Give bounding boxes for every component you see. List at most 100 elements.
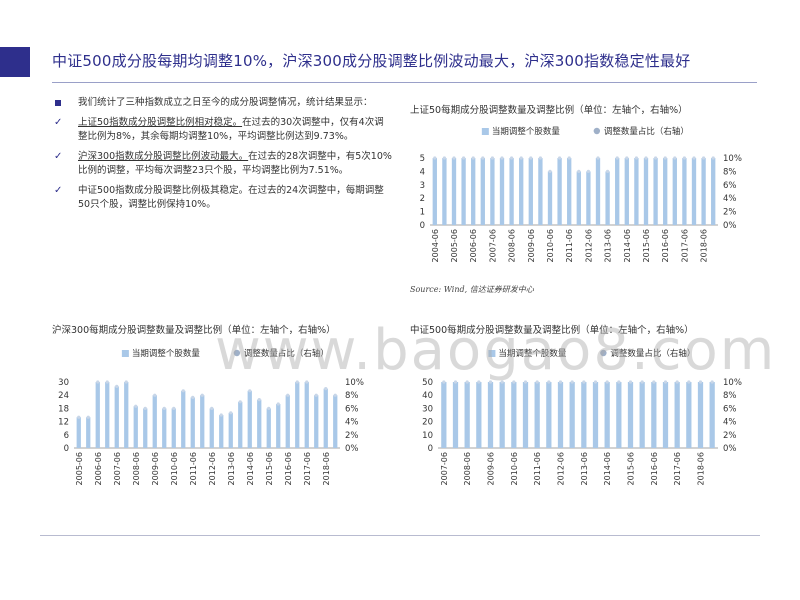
ratio-marker xyxy=(488,380,493,384)
ratio-marker xyxy=(673,156,677,160)
ratio-marker xyxy=(523,380,528,384)
ratio-marker xyxy=(77,415,81,419)
bar xyxy=(691,158,697,225)
ratio-marker xyxy=(710,380,714,384)
ratio-marker xyxy=(295,380,299,384)
ratio-marker xyxy=(500,380,504,384)
y-tick-label: 0 xyxy=(420,221,425,231)
legend-swatch-count xyxy=(481,128,489,135)
chart-title-zz500: 中证500每期成分股调整数量及调整比例（单位：左轴个，右轴%） xyxy=(410,325,694,336)
bar xyxy=(171,408,176,448)
x-tick-label: 2016-06 xyxy=(650,452,659,485)
bar xyxy=(105,382,110,448)
ratio-marker xyxy=(711,156,715,160)
y2-tick-label: 4% xyxy=(723,194,737,204)
bar xyxy=(190,397,195,448)
x-tick-label: 2017-06 xyxy=(680,229,689,262)
ratio-marker xyxy=(442,380,446,384)
y-tick-label: 30 xyxy=(58,378,69,388)
bar xyxy=(209,408,214,448)
bar xyxy=(238,401,243,448)
legend-swatch-ratio xyxy=(593,127,601,135)
bar xyxy=(133,406,138,448)
ratio-marker xyxy=(124,380,128,384)
legend-swatch-count xyxy=(121,350,129,357)
x-tick-label: 2013-06 xyxy=(580,452,589,485)
y-tick-label: 30 xyxy=(422,404,433,414)
bullet-hs300: ✓ 沪深300指数成分股调整比例波动最大。在过去的28次调整中，有5次10%比例… xyxy=(52,150,392,178)
bar xyxy=(499,382,505,448)
ratio-marker xyxy=(510,156,514,160)
bar xyxy=(86,417,91,448)
legend-label-count: 当期调整个股数量 xyxy=(498,348,567,359)
bar xyxy=(257,399,262,448)
y2-tick-label: 2% xyxy=(723,431,737,441)
y2-tick-label: 0% xyxy=(723,221,737,231)
bar xyxy=(711,158,716,225)
x-tick-label: 2011-06 xyxy=(189,452,198,485)
x-tick-label: 2012-06 xyxy=(584,229,593,262)
legend: 当期调整个股数量 调整数量占比（右轴） xyxy=(121,348,329,359)
ratio-marker xyxy=(162,406,166,410)
source-note: Source: Wind, 信达证券研发中心 xyxy=(410,285,534,294)
bar xyxy=(76,417,81,448)
bar xyxy=(509,158,514,225)
ratio-marker xyxy=(634,156,638,160)
bar xyxy=(200,395,205,448)
legend-label-count: 当期调整个股数量 xyxy=(492,126,561,137)
bar xyxy=(567,158,572,225)
x-tick-label: 2018-06 xyxy=(700,229,709,262)
ratio-marker xyxy=(547,380,551,384)
ratio-marker xyxy=(582,380,586,384)
x-tick-label: 2010-06 xyxy=(170,452,179,485)
y2-tick-label: 6% xyxy=(723,404,737,414)
ratio-marker xyxy=(452,156,456,160)
y2-tick-label: 8% xyxy=(345,391,359,401)
bar xyxy=(653,158,658,225)
ratio-marker xyxy=(96,380,100,384)
ratio-marker xyxy=(512,380,516,384)
ratio-marker xyxy=(305,380,309,384)
bar xyxy=(490,158,495,225)
y-tick-label: 12 xyxy=(58,418,69,428)
ratio-marker xyxy=(134,404,138,408)
legend-label-ratio: 调整数量占比（右轴） xyxy=(604,126,689,137)
y2-tick-label: 8% xyxy=(723,391,737,401)
ratio-marker xyxy=(219,413,223,417)
bar xyxy=(634,158,639,225)
ratio-marker xyxy=(617,380,621,384)
bar xyxy=(547,171,553,225)
ratio-marker xyxy=(596,156,600,160)
bar xyxy=(682,158,687,225)
legend-label-ratio: 调整数量占比（右轴） xyxy=(610,348,695,359)
bar xyxy=(461,158,466,225)
chart-zz500: 当期调整个股数量 调整数量占比（右轴） 0 10 20 30 40 50 0% 2% 4% 6% 8% 1… xyxy=(422,348,742,485)
page-title: 中证500成分股每期均调整10%，沪深300成分股调整比例波动最大，沪深300指… xyxy=(52,52,691,70)
bullet-text: 我们统计了三种指数成立之日至今的成分股调整情况，统计结果显示： xyxy=(78,97,373,108)
x-tick-label: 2012-06 xyxy=(208,452,217,485)
ratio-marker xyxy=(453,380,458,384)
bar xyxy=(592,382,599,448)
ratio-marker xyxy=(257,398,261,402)
bar xyxy=(581,382,587,448)
legend: 当期调整个股数量 调整数量占比（右轴） xyxy=(481,126,689,137)
x-tick-label: 2018-06 xyxy=(697,452,706,485)
ratio-marker xyxy=(640,380,644,384)
footer-divider xyxy=(40,535,760,536)
x-tick-label: 2009-06 xyxy=(487,452,496,485)
ratio-marker xyxy=(593,380,598,384)
x-tick-label: 2016-06 xyxy=(284,452,293,485)
bar xyxy=(595,158,601,225)
bar xyxy=(228,412,233,448)
bar xyxy=(95,382,100,448)
summary-bullets: 我们统计了三种指数成立之日至今的成分股调整情况，统计结果显示： ✓ 上证50指数… xyxy=(52,96,392,218)
ratio-marker xyxy=(433,156,437,160)
bar xyxy=(519,158,524,225)
chart-sz50: 当期调整个股数量 调整数量占比（右轴） 0 1 2 3 4 5 0% 2% 4% 6% 8% 10% 200… xyxy=(420,126,742,262)
y2-tick-label: 4% xyxy=(723,418,737,428)
ratio-marker xyxy=(267,406,271,410)
bar xyxy=(576,171,581,225)
bar xyxy=(586,171,591,225)
chart-title-sz50: 上证50每期成分股调整数量及调整比例（单位：左轴个，右轴%） xyxy=(410,105,688,116)
ratio-marker xyxy=(529,156,533,160)
